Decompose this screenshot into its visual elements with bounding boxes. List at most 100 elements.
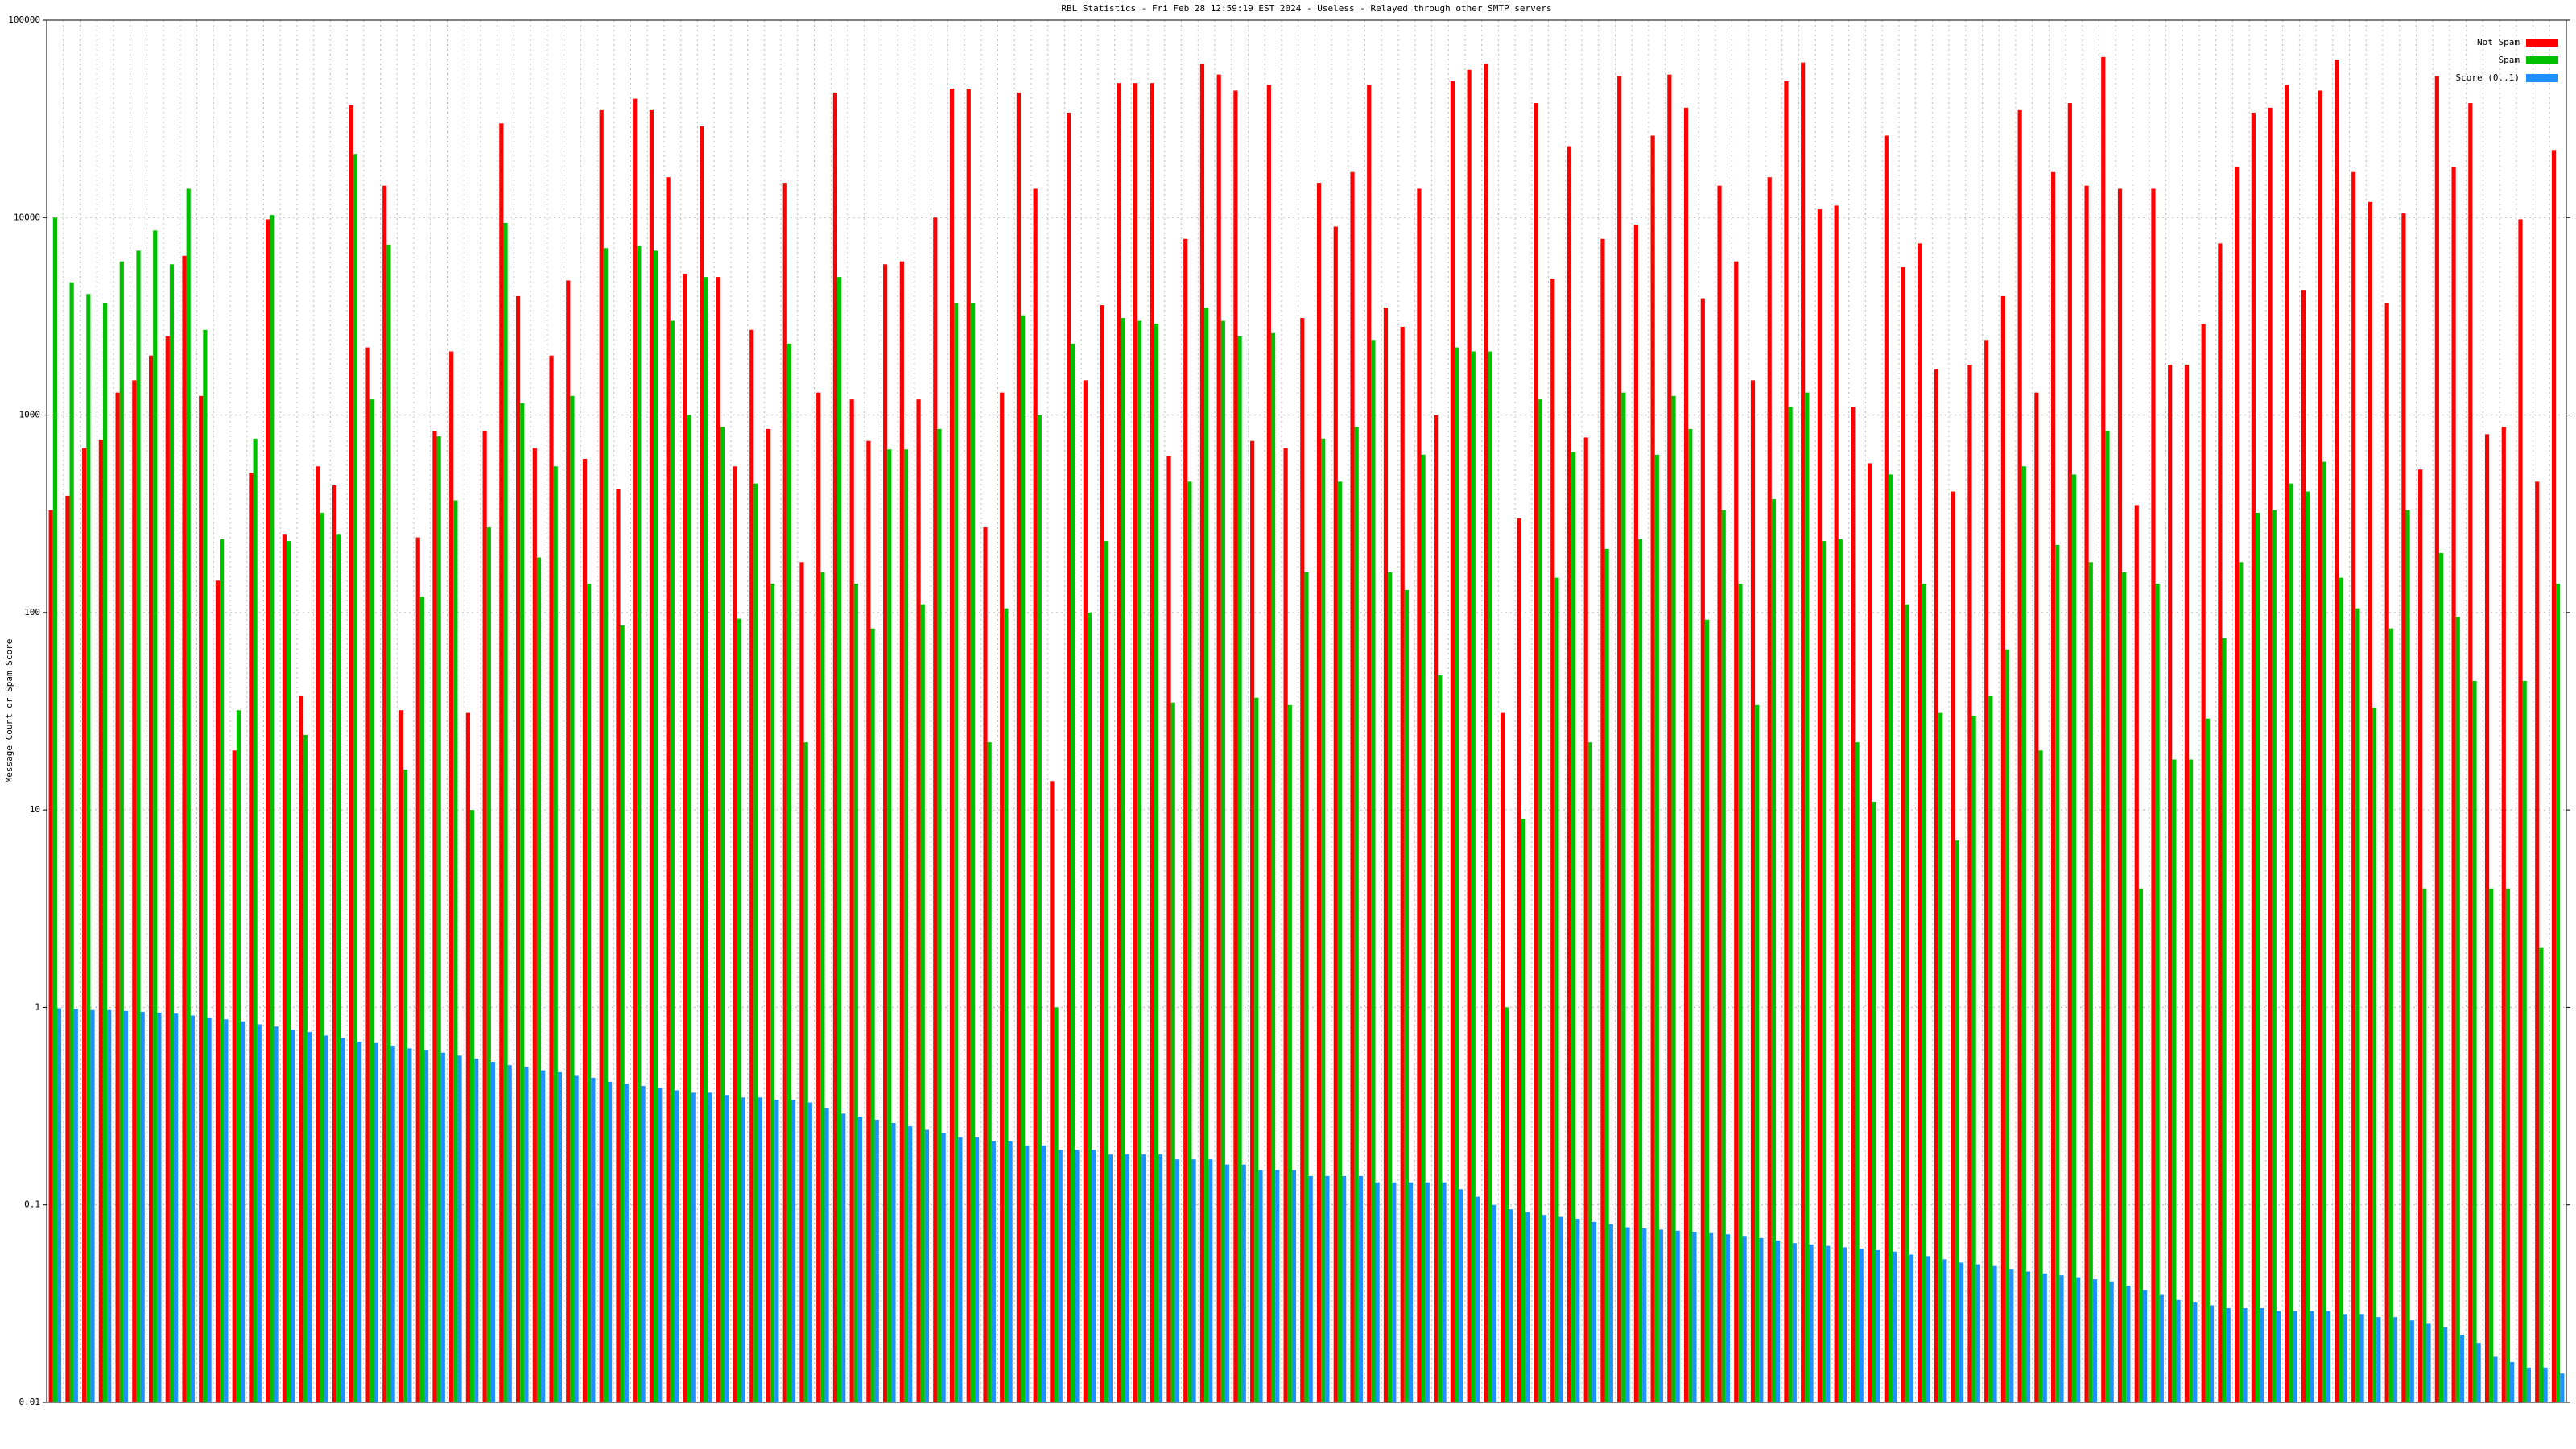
bar xyxy=(2034,392,2039,1402)
bar xyxy=(1934,369,1939,1402)
bar xyxy=(1625,1227,1630,1402)
bar xyxy=(2205,718,2210,1402)
bar xyxy=(2260,1307,2264,1402)
bar xyxy=(1087,612,1092,1402)
bar xyxy=(423,1050,429,1402)
bar xyxy=(1254,697,1259,1402)
bar xyxy=(920,604,925,1402)
bar xyxy=(658,1088,663,1402)
bar xyxy=(2293,1311,2297,1402)
bar xyxy=(336,534,341,1402)
bar xyxy=(637,246,642,1402)
bar xyxy=(2176,1299,2181,1402)
bar xyxy=(102,303,108,1402)
bar xyxy=(453,500,458,1402)
bar xyxy=(386,244,391,1402)
bar xyxy=(1408,1182,1414,1402)
bar xyxy=(733,466,737,1402)
bar xyxy=(908,1126,913,1402)
bar xyxy=(607,1081,613,1402)
bar xyxy=(73,1009,78,1402)
bar xyxy=(803,742,808,1402)
bar xyxy=(641,1086,646,1402)
bar xyxy=(2493,1356,2498,1402)
bar xyxy=(440,1052,445,1402)
bar xyxy=(2189,759,2194,1402)
bar xyxy=(887,449,892,1402)
bar xyxy=(2543,1367,2548,1402)
bar xyxy=(2443,1327,2448,1402)
bar xyxy=(2392,1317,2398,1402)
bar xyxy=(148,355,154,1403)
bar xyxy=(232,750,237,1402)
bar xyxy=(2310,1311,2314,1402)
bar xyxy=(1067,112,1071,1403)
legend-swatch xyxy=(2526,39,2558,47)
bar xyxy=(2071,474,2077,1402)
bar xyxy=(987,742,992,1402)
bar xyxy=(515,295,521,1402)
bar xyxy=(253,438,258,1402)
bar xyxy=(236,710,241,1402)
bar xyxy=(933,217,938,1403)
bar xyxy=(1505,1007,1509,1402)
bar xyxy=(849,399,854,1402)
bar xyxy=(157,1013,162,1402)
bar xyxy=(1558,1216,1563,1402)
bar xyxy=(2025,1271,2031,1402)
bar xyxy=(958,1137,963,1402)
bar xyxy=(2405,510,2410,1402)
bar xyxy=(1788,407,1793,1402)
bar xyxy=(1876,1249,1880,1402)
bar xyxy=(1275,1170,1280,1402)
bar xyxy=(749,329,754,1403)
bar xyxy=(1291,1170,1297,1402)
bar xyxy=(1438,675,1443,1402)
bar xyxy=(291,1030,295,1402)
bar xyxy=(2009,1269,2014,1402)
bar xyxy=(2155,584,2160,1402)
bar xyxy=(474,1059,479,1402)
bar xyxy=(1283,448,1288,1403)
bar xyxy=(1821,541,1827,1402)
bar xyxy=(1475,1196,1480,1402)
bar xyxy=(753,483,758,1402)
bar xyxy=(1459,1189,1463,1402)
bar xyxy=(624,1084,629,1402)
bar xyxy=(2038,750,2043,1402)
bar xyxy=(2235,167,2240,1402)
bar xyxy=(2376,1317,2381,1402)
bar xyxy=(2372,707,2377,1402)
bar xyxy=(536,557,542,1402)
bar xyxy=(341,1038,345,1402)
bar xyxy=(1567,146,1572,1402)
bar xyxy=(2226,1307,2231,1402)
bar xyxy=(2518,219,2523,1402)
bar xyxy=(1425,1182,1430,1402)
bar xyxy=(1633,225,1638,1403)
bar xyxy=(799,562,804,1402)
bar xyxy=(2556,584,2561,1402)
bar xyxy=(899,261,904,1403)
bar xyxy=(1525,1212,1530,1402)
bar xyxy=(307,1032,312,1402)
bar xyxy=(520,402,525,1402)
bar xyxy=(2334,60,2339,1403)
bar xyxy=(457,1055,462,1402)
bar xyxy=(499,123,504,1403)
bar xyxy=(119,261,124,1403)
bar xyxy=(741,1097,746,1402)
bar xyxy=(916,399,921,1402)
bar xyxy=(2539,947,2544,1402)
bar xyxy=(1675,1230,1680,1402)
bar xyxy=(1755,704,1760,1402)
bar xyxy=(2322,461,2327,1403)
bar xyxy=(1855,742,1860,1402)
bar xyxy=(1354,427,1359,1402)
bar xyxy=(132,380,137,1402)
bar xyxy=(1784,80,1789,1402)
bar xyxy=(332,485,337,1403)
bar xyxy=(1509,1209,1513,1402)
bar xyxy=(490,1062,496,1402)
bar xyxy=(1133,83,1138,1402)
